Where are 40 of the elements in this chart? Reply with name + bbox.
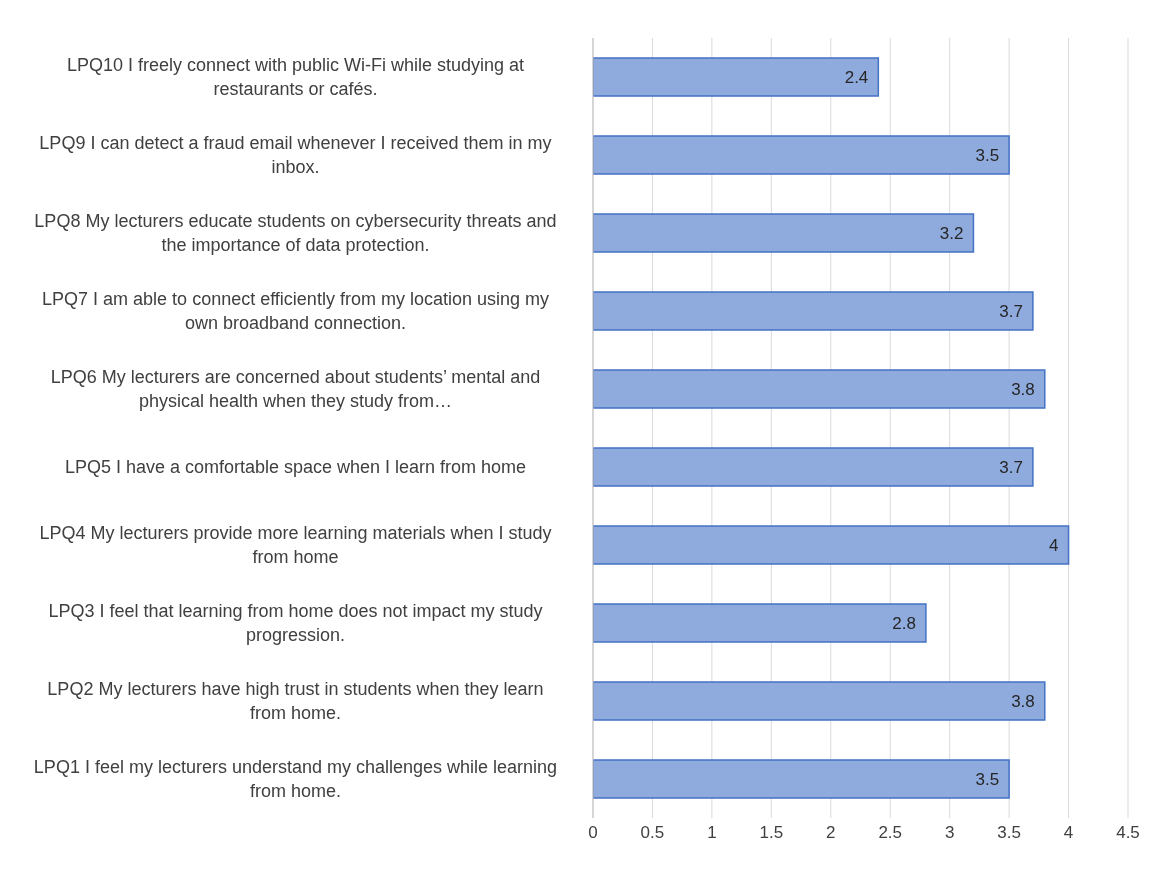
bar xyxy=(593,213,975,253)
y-tick-label: LPQ4 My lecturers provide more learning materials when I study from home xyxy=(39,523,552,567)
x-tick-label: 3 xyxy=(944,823,955,843)
data-label: 3.8 xyxy=(1011,380,1035,400)
x-tick-label: 2 xyxy=(826,823,836,843)
data-label: 3.5 xyxy=(975,770,1000,790)
bar xyxy=(593,759,1010,799)
y-tick-label: LPQ5 I have a comfortable space when I learn from home xyxy=(64,457,527,477)
x-tick-label: 2.5 xyxy=(878,823,903,843)
data-label: 4 xyxy=(1049,536,1059,556)
y-tick-label: LPQ8 My lecturers educate students on cybersecurity threats and the importance of data protection. xyxy=(34,211,557,255)
x-tick-label: 0.5 xyxy=(640,823,665,843)
y-tick-label: LPQ9 I can detect a fraud email whenever I received them in my inbox. xyxy=(39,133,552,177)
x-tick-label: 4 xyxy=(1063,823,1074,843)
bar xyxy=(593,603,927,643)
x-tick-label: 4.5 xyxy=(1116,823,1140,843)
data-label: 2.8 xyxy=(892,614,916,634)
data-label: 2.4 xyxy=(844,68,869,88)
y-tick-label: LPQ2 My lecturers have high trust in students when they learn from home. xyxy=(47,679,544,723)
y-tick-label: LPQ10 I freely connect with public Wi-Fi while studying at restaurants or cafés. xyxy=(66,55,525,99)
y-tick-label: LPQ6 My lecturers are concerned about students’ mental and physical health when they study from… xyxy=(50,367,541,411)
y-tick-label: LPQ7 I am able to connect efficiently from my location using my own broadband connection. xyxy=(42,289,549,333)
y-tick-label: LPQ3 I feel that learning from home does not impact my study progression. xyxy=(48,601,543,645)
x-tick-label: 1.5 xyxy=(759,823,784,843)
data-label: 3.8 xyxy=(1011,692,1035,712)
data-label: 3.7 xyxy=(999,302,1023,322)
x-tick-label: 0 xyxy=(588,823,598,843)
bar xyxy=(593,447,1034,487)
bar xyxy=(593,681,1046,721)
data-label: 3.7 xyxy=(999,458,1023,478)
bar xyxy=(593,57,880,97)
bar xyxy=(593,291,1034,331)
y-tick-label: LPQ1 I feel my lecturers understand my challenges while learning from home. xyxy=(33,757,558,801)
bar xyxy=(593,135,1010,175)
bar xyxy=(593,525,1070,565)
x-tick-label: 3.5 xyxy=(997,823,1021,843)
data-label: 3.5 xyxy=(975,146,1000,166)
bar xyxy=(593,369,1046,409)
data-label: 3.2 xyxy=(939,224,964,244)
x-tick-label: 1 xyxy=(707,823,717,843)
